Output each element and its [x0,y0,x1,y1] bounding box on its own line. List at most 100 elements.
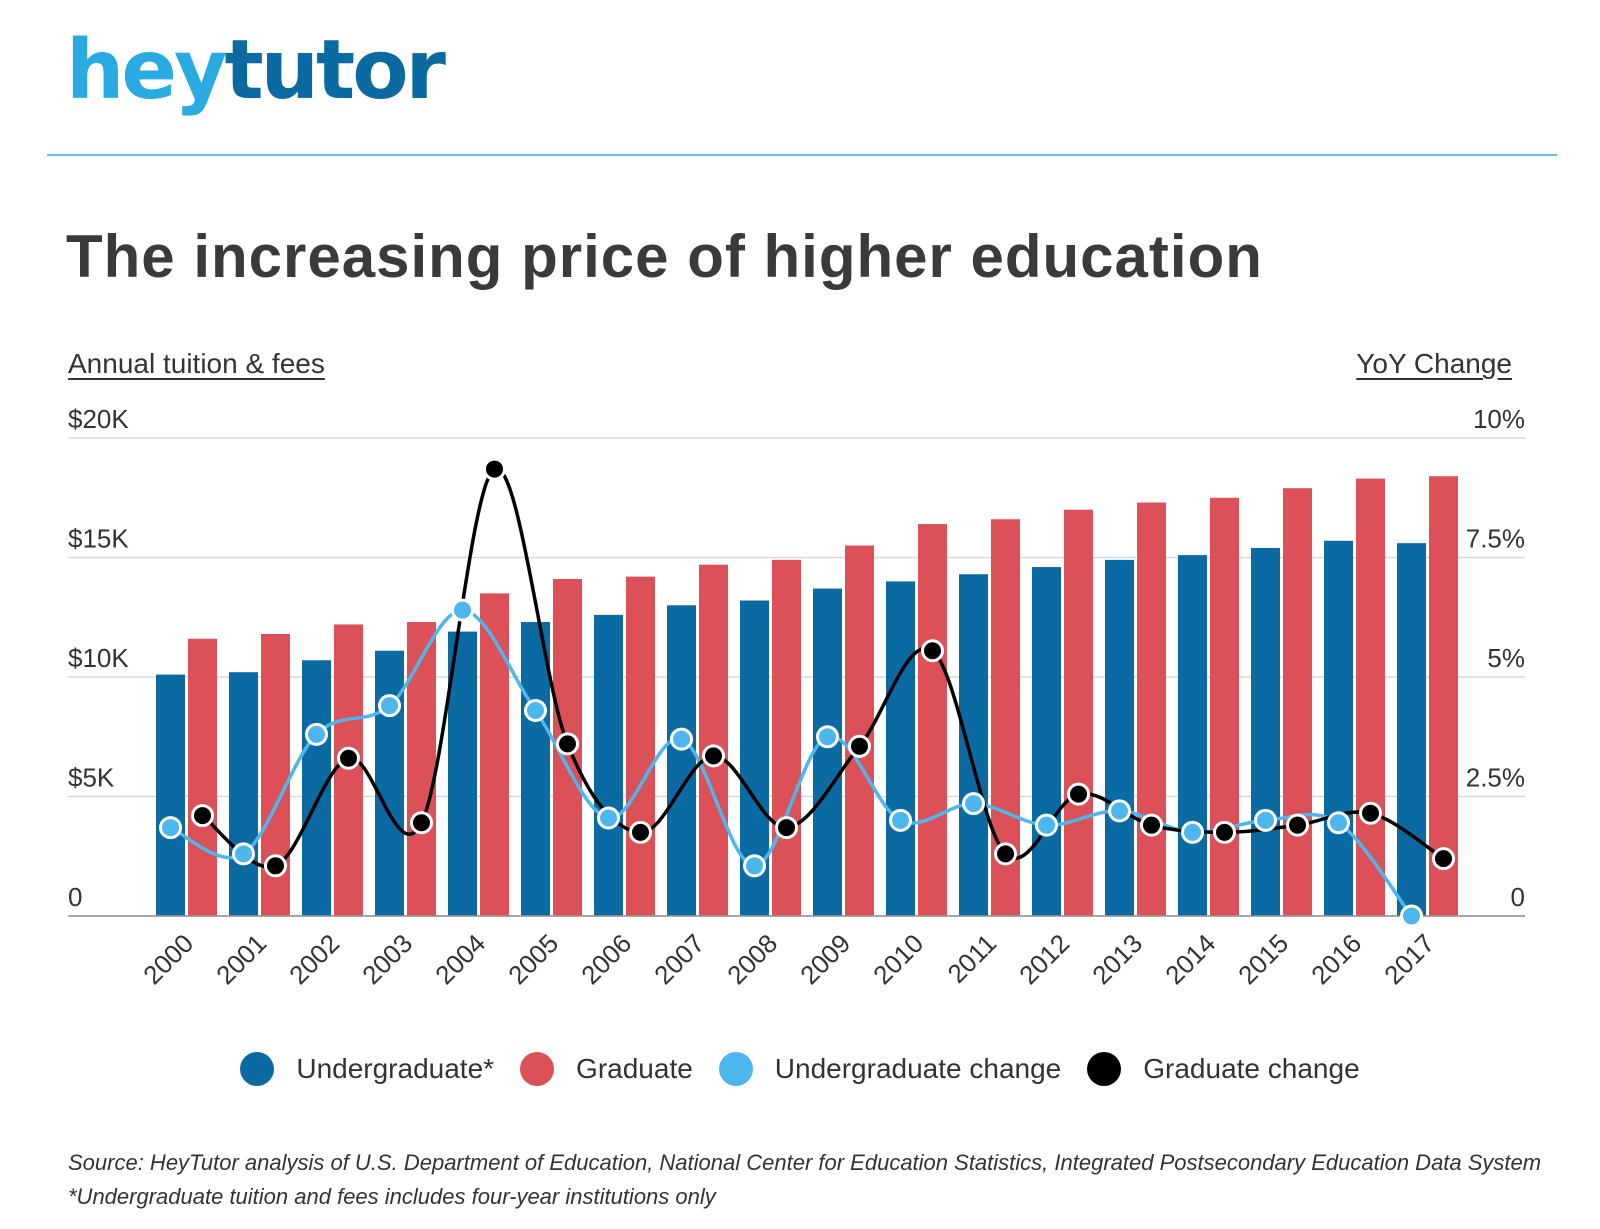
logo-tutor: tutor [224,23,446,118]
legend-swatch-graduate-change [1087,1052,1122,1086]
point-undergraduate-change [232,842,255,866]
point-graduate-change [191,804,214,828]
point-undergraduate-change [962,792,985,816]
point-graduate-change [1286,813,1309,837]
x-tick-label: 2003 [356,928,418,990]
point-graduate-change [921,639,944,663]
bar-graduate [1064,509,1093,916]
point-undergraduate-change [670,727,693,751]
bar-graduate [1283,488,1312,916]
x-tick-label: 2014 [1159,928,1221,990]
right-tick-label: 5% [1487,643,1525,673]
bar-graduate [334,624,363,916]
legend-item-graduate-change: Graduate change [1087,1052,1360,1086]
bar-undergraduate [1178,555,1207,916]
point-graduate-change [483,457,506,481]
x-tick-label: 2000 [137,928,199,990]
bar-graduate [188,638,217,916]
x-tick-label: 2015 [1232,928,1294,990]
legend-label-graduate-change: Graduate change [1143,1053,1360,1084]
bar-graduate [1210,497,1239,916]
right-tick-label: 7.5% [1466,524,1525,554]
point-undergraduate-change [597,806,620,830]
bar-undergraduate [1032,567,1061,916]
point-undergraduate-change [159,816,182,840]
legend-label-undergraduate: Undergraduate* [296,1053,495,1084]
point-undergraduate-change [1035,813,1058,837]
bar-undergraduate [375,650,404,916]
bar-undergraduate [229,672,258,916]
bar-undergraduate [813,588,842,916]
bar-graduate [1356,478,1385,916]
left-tick-label: $15K [68,524,129,554]
point-graduate-change [264,854,287,878]
point-graduate-change [410,811,433,835]
point-graduate-change [1140,813,1163,837]
legend-item-undergraduate: Undergraduate* [240,1052,494,1086]
bar-graduate [1137,502,1166,916]
point-graduate-change [702,744,725,768]
header-divider [47,154,1557,156]
x-tick-label: 2016 [1305,928,1367,990]
point-undergraduate-change [378,694,401,718]
point-graduate-change [994,842,1017,866]
bar-undergraduate [156,674,185,916]
bar-undergraduate [448,631,477,916]
x-tick-label: 2012 [1013,928,1075,990]
point-undergraduate-change [743,854,766,878]
bar-undergraduate [667,605,696,916]
bar-graduate [407,622,436,916]
left-axis-caption: Annual tuition & fees [68,348,325,379]
bar-undergraduate [959,574,988,916]
x-tick-label: 2007 [648,928,710,990]
point-graduate-change [848,734,871,758]
x-tick-label: 2010 [867,928,929,990]
left-tick-label: $5K [68,763,115,793]
point-undergraduate-change [889,808,912,832]
x-tick-label: 2006 [575,928,637,990]
x-tick-label: 2005 [502,928,564,990]
x-tick-label: 2008 [721,928,783,990]
x-tick-label: 2017 [1378,928,1440,990]
legend-swatch-graduate [520,1052,555,1086]
bar-undergraduate [886,581,915,916]
footnote: *Undergraduate tuition and fees includes… [68,1184,716,1209]
point-undergraduate-change [524,698,547,722]
logo-hey: hey [66,23,227,118]
point-undergraduate-change [816,725,839,749]
bar-graduate [918,524,947,916]
point-graduate-change [1359,801,1382,825]
source-note: Source: HeyTutor analysis of U.S. Depart… [68,1150,1542,1175]
point-undergraduate-change [1181,820,1204,844]
heytutor-logo: heytutor [66,30,446,112]
left-tick-label: 0 [68,882,82,912]
legend-swatch-undergraduate-change [718,1052,753,1086]
bar-graduate [480,593,509,916]
right-axis-caption: YoY Change [1356,348,1512,379]
bar-undergraduate [1324,540,1353,916]
chart-legend: Undergraduate* Graduate Undergraduate ch… [0,1052,1600,1086]
bar-undergraduate [1397,543,1426,916]
left-tick-label: $10K [68,643,129,673]
legend-label-undergraduate-change: Undergraduate change [774,1053,1062,1084]
x-tick-label: 2013 [1086,928,1148,990]
x-tick-label: 2004 [429,928,491,990]
point-undergraduate-change [451,598,474,622]
legend-item-graduate: Graduate [520,1052,693,1086]
point-graduate-change [775,816,798,840]
point-graduate-change [629,820,652,844]
point-undergraduate-change [1327,811,1350,835]
point-graduate-change [1067,782,1090,806]
left-tick-label: $20K [68,404,129,434]
point-graduate-change [337,746,360,770]
x-tick-label: 2009 [794,928,856,990]
right-tick-label: 2.5% [1466,763,1525,793]
x-tick-label: 2002 [283,928,345,990]
x-tick-label: 2001 [210,928,272,990]
bar-undergraduate [302,660,331,916]
legend-item-undergraduate-change: Undergraduate change [718,1052,1062,1086]
legend-label-graduate: Graduate [576,1053,693,1084]
bar-undergraduate [1105,559,1134,916]
point-undergraduate-change [1400,904,1423,928]
